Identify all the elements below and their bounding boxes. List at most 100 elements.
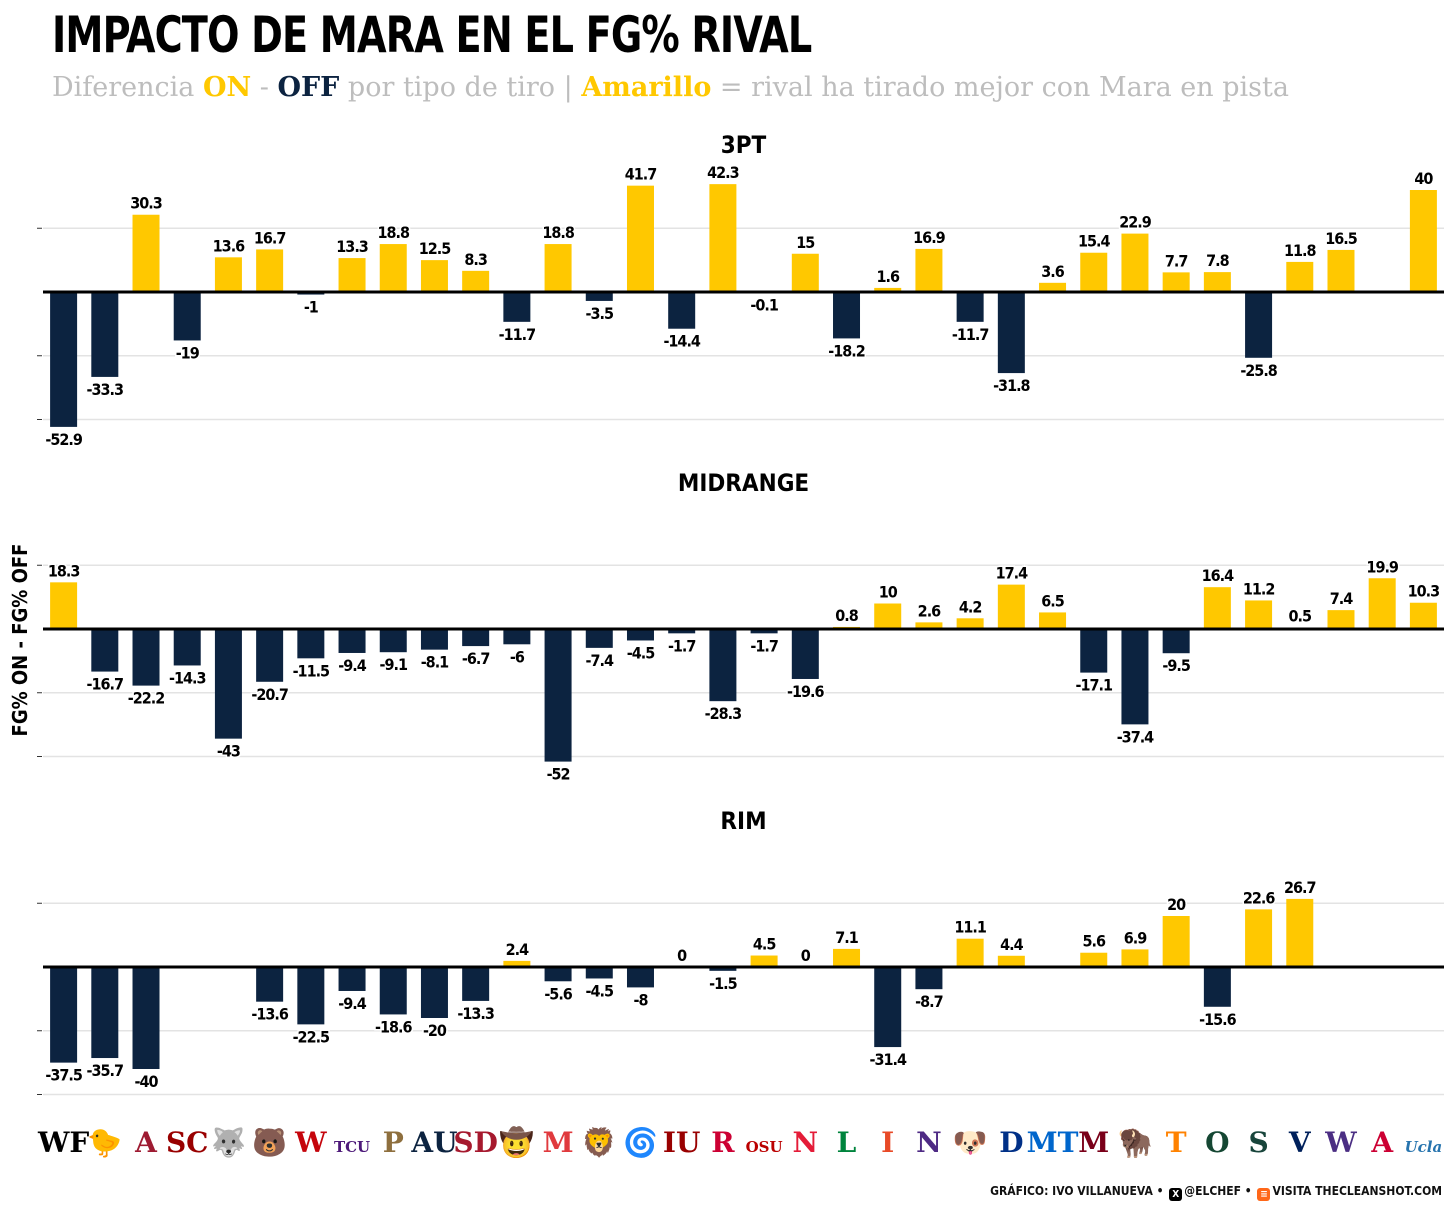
bar — [462, 967, 490, 1001]
data-label: -6 — [510, 647, 525, 666]
x-tick-logo: ΙU — [663, 1126, 701, 1159]
bar — [132, 214, 160, 292]
data-label: -14.3 — [169, 668, 206, 687]
bar — [1039, 282, 1067, 292]
bar — [1121, 949, 1149, 967]
bar — [338, 629, 366, 653]
bar — [544, 629, 572, 762]
footer-x-handle[interactable]: @ELCHEF • — [1184, 1184, 1252, 1198]
bar — [874, 967, 902, 1048]
x-tick-logo: R — [711, 1126, 735, 1159]
bar — [626, 185, 654, 292]
bar — [420, 260, 448, 292]
bar — [833, 948, 861, 967]
data-label: -20.7 — [251, 685, 288, 704]
data-label: -3.5 — [586, 304, 614, 323]
x-tick-logo: AU — [410, 1126, 457, 1159]
data-label: -4.5 — [586, 981, 614, 1000]
data-label: -31.8 — [993, 376, 1030, 395]
bar — [544, 244, 572, 292]
data-label: -17.1 — [1076, 676, 1113, 695]
bar — [50, 582, 78, 629]
bar — [50, 967, 78, 1063]
x-tick-logo: 🦬 — [1118, 1126, 1153, 1159]
data-label: 1.6 — [876, 267, 899, 286]
data-label: -28.3 — [705, 704, 742, 723]
data-label: -9.4 — [338, 656, 366, 675]
data-label: 11.1 — [954, 918, 987, 937]
x-tick-logo: I — [881, 1126, 894, 1159]
bar — [503, 292, 531, 322]
x-tick-logo: 🐻 — [252, 1125, 287, 1159]
subtitle-part: - — [251, 72, 278, 103]
data-label: 7.8 — [1206, 251, 1229, 270]
x-tick-logo: 🌀 — [623, 1125, 658, 1159]
data-label: 13.3 — [336, 237, 368, 256]
data-label: 16.7 — [254, 228, 286, 247]
panel-title: RIM — [720, 807, 766, 835]
bar — [462, 270, 490, 292]
data-label: -1.7 — [668, 636, 695, 655]
bar — [420, 629, 448, 650]
bar — [297, 967, 325, 1025]
data-label: -40 — [135, 1072, 159, 1091]
x-tick-logo: T — [1166, 1126, 1187, 1159]
bar — [1080, 952, 1108, 967]
data-label: -13.3 — [457, 1004, 494, 1023]
bar — [1286, 261, 1314, 292]
bar — [1080, 252, 1108, 292]
x-tick-logo: 🐺 — [211, 1126, 246, 1159]
data-label: -15.6 — [1199, 1010, 1236, 1029]
y-axis-label: FG% ON - FG% OFF — [8, 544, 32, 737]
bar — [91, 967, 119, 1059]
x-tick-logo: TCU — [334, 1138, 370, 1156]
data-label: -0.1 — [750, 295, 778, 314]
x-tick-logo: A — [134, 1126, 158, 1159]
bar — [1245, 292, 1273, 358]
x-tick-logo: OSU — [746, 1138, 783, 1156]
bar — [214, 629, 242, 739]
data-label: 22.6 — [1243, 888, 1276, 907]
subtitle-on: ON — [202, 72, 252, 103]
data-label: 7.1 — [835, 928, 858, 947]
data-label: -9.4 — [338, 994, 366, 1013]
bar — [626, 967, 654, 988]
data-label: 5.6 — [1083, 932, 1106, 951]
data-label: 22.9 — [1119, 213, 1152, 232]
data-label: -8.1 — [421, 653, 449, 672]
data-label: 8.3 — [464, 250, 487, 269]
x-tick-logo: 🤠 — [499, 1125, 534, 1159]
bar — [997, 584, 1025, 629]
bar — [668, 629, 696, 634]
bar — [132, 967, 160, 1069]
bar — [1121, 629, 1149, 725]
data-label: -19.6 — [787, 682, 824, 701]
panel-3pt: 3PT -52.9 -33.3 30.3 -19 13.6 16.7 -1 13.3 18.8 12… — [37, 131, 1444, 450]
bar — [874, 603, 902, 629]
bar — [956, 938, 984, 967]
bar — [997, 955, 1025, 967]
data-label: 0.5 — [1289, 607, 1312, 626]
data-label: -35.7 — [87, 1061, 124, 1080]
footer-site[interactable]: VISITA THECLEANSHOT.COM — [1272, 1184, 1442, 1198]
x-logo-icon: X — [1169, 1188, 1183, 1201]
data-label: -18.2 — [828, 341, 865, 360]
bar — [709, 629, 737, 702]
bar — [1162, 629, 1190, 654]
bar — [379, 967, 407, 1015]
data-label: -8 — [633, 990, 648, 1009]
data-label: -1 — [304, 298, 319, 317]
data-label: 20 — [1167, 895, 1186, 914]
data-label: -16.7 — [87, 675, 124, 694]
page-subtitle: Diferencia ON - OFF por tipo de tiro | A… — [52, 72, 1289, 103]
bar — [585, 292, 613, 301]
bar — [1203, 272, 1231, 292]
bar — [1409, 190, 1437, 292]
data-label: -9.5 — [1162, 656, 1190, 675]
bar — [91, 292, 119, 377]
data-label: 13.6 — [213, 236, 246, 255]
data-label: 15.4 — [1078, 232, 1111, 251]
data-label: 40 — [1414, 169, 1433, 188]
data-label: 12.5 — [419, 239, 452, 258]
data-label: -37.4 — [1117, 727, 1154, 746]
